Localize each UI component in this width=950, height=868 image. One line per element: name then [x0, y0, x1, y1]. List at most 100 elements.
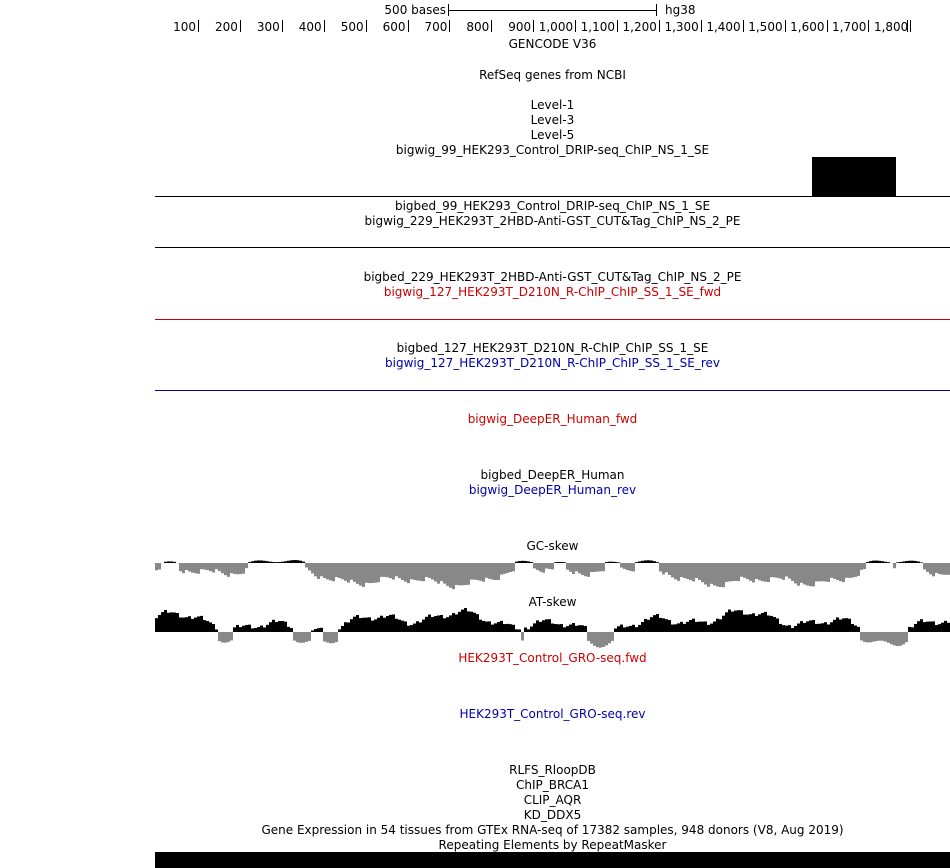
at-skew-bar — [887, 632, 890, 643]
at-skew-bar — [788, 625, 791, 632]
gc-skew-bar — [848, 563, 851, 578]
at-skew-bar — [413, 623, 416, 632]
at-skew-bar — [395, 618, 398, 632]
gc-skew-bar — [584, 563, 587, 577]
track-label-gtex[interactable]: Gene Expression in 54 tissues from GTEx … — [261, 823, 844, 837]
gc-skew-bar — [608, 561, 611, 563]
gc-skew-track[interactable] — [155, 553, 950, 593]
gc-skew-bar — [842, 563, 845, 583]
gc-skew-bar — [656, 562, 659, 563]
ruler-position-label: 800 — [466, 20, 490, 34]
gc-skew-bar — [533, 563, 536, 569]
at-skew-bar — [227, 632, 230, 642]
at-skew-track[interactable] — [155, 606, 950, 650]
at-skew-bar — [263, 627, 266, 632]
gc-skew-bar — [284, 561, 287, 563]
gc-skew-bar — [389, 563, 392, 579]
at-skew-bar — [731, 611, 734, 632]
gc-skew-bar — [905, 561, 908, 563]
track-label-gro-fwd[interactable]: HEK293T_Control_GRO-seq.fwd — [458, 651, 647, 665]
at-skew-bar — [206, 620, 209, 632]
track-label-deeper-fwd[interactable]: bigwig_DeepER_Human_fwd — [467, 412, 638, 426]
gc-skew-bar — [422, 563, 425, 582]
at-skew-bar — [617, 626, 620, 632]
at-skew-bar — [890, 632, 893, 645]
gc-skew-bar — [629, 563, 632, 571]
gc-skew-bar — [557, 562, 560, 563]
track-label-level3[interactable]: Level-3 — [530, 113, 575, 127]
track-label-rchip-fwd[interactable]: bigwig_127_HEK293T_D210N_R-ChIP_ChIP_SS_… — [383, 285, 722, 299]
at-skew-bar — [776, 618, 779, 632]
track-label-gencode[interactable]: GENCODE V36 — [508, 37, 597, 51]
at-skew-bar — [785, 625, 788, 632]
scale-bar-right-tick — [656, 4, 657, 16]
at-skew-bar — [323, 632, 326, 642]
at-skew-bar — [545, 619, 548, 632]
track-label-chip-brca1[interactable]: ChIP_BRCA1 — [516, 778, 589, 792]
ruler-tick — [407, 20, 409, 32]
ruler-tick — [700, 20, 702, 32]
at-skew-bar — [821, 623, 824, 632]
gc-skew-bar — [404, 563, 407, 582]
at-skew-bar — [566, 626, 569, 632]
scale-bar — [448, 10, 656, 11]
track-label-gro-rev[interactable]: HEK293T_Control_GRO-seq.rev — [459, 707, 646, 721]
gc-skew-bar — [491, 563, 494, 580]
gc-skew-bar — [428, 563, 431, 579]
track-label-cut-bigwig[interactable]: bigwig_229_HEK293T_2HBD-Anti-GST_CUT&Tag… — [364, 214, 741, 228]
gc-skew-bar — [500, 563, 503, 575]
track-label-level5[interactable]: Level-5 — [530, 128, 575, 142]
at-skew-bar — [743, 614, 746, 632]
track-label-deeper-rev[interactable]: bigwig_DeepER_Human_rev — [468, 483, 637, 497]
gc-skew-bar — [674, 563, 677, 580]
track-label-deeper-bigbed[interactable]: bigbed_DeepER_Human — [480, 468, 625, 482]
at-skew-bar — [170, 612, 173, 632]
track-label-cut-bigbed[interactable]: bigbed_229_HEK293T_2HBD-Anti-GST_CUT&Tag… — [363, 270, 742, 284]
gc-skew-bar — [815, 563, 818, 582]
track-label-gc-skew[interactable]: GC-skew — [526, 539, 579, 553]
gc-skew-bar — [326, 563, 329, 580]
gc-skew-bar — [863, 563, 866, 570]
track-label-refseq[interactable]: RefSeq genes from NCBI — [479, 68, 626, 82]
track-label-repeatmasker[interactable]: Repeating Elements by RepeatMasker — [438, 838, 667, 852]
track-label-drip-bigwig[interactable]: bigwig_99_HEK293_Control_DRIP-seq_ChIP_N… — [395, 143, 710, 157]
at-skew-bar — [392, 614, 395, 632]
gc-skew-bar — [527, 561, 530, 563]
gc-skew-bar — [521, 560, 524, 563]
rchip-rev-baseline — [155, 390, 950, 391]
gc-skew-bar — [197, 563, 200, 574]
gc-skew-bar — [230, 563, 233, 574]
track-label-rchip-rev[interactable]: bigwig_127_HEK293T_D210N_R-ChIP_ChIP_SS_… — [385, 356, 720, 370]
track-label-level1[interactable]: Level-1 — [530, 98, 575, 112]
at-skew-bar — [401, 620, 404, 632]
at-skew-bar — [461, 609, 464, 632]
gc-skew-bar — [344, 563, 347, 581]
at-skew-bar — [350, 619, 353, 632]
at-skew-bar — [764, 611, 767, 632]
at-skew-bar — [311, 630, 314, 632]
gc-skew-bar — [914, 560, 917, 563]
gc-skew-bar — [341, 563, 344, 580]
repeatmasker-bar[interactable] — [155, 852, 950, 868]
track-label-drip-bigbed[interactable]: bigbed_99_HEK293_Control_DRIP-seq_ChIP_N… — [394, 199, 711, 213]
ruler-tick — [198, 20, 199, 32]
at-skew-bar — [629, 625, 632, 632]
gc-skew-bar — [599, 563, 602, 572]
at-skew-bar — [590, 632, 593, 644]
track-label-rchip-bigbed[interactable]: bigbed_127_HEK293T_D210N_R-ChIP_ChIP_SS_… — [396, 341, 709, 355]
at-skew-bar — [521, 632, 524, 641]
gc-skew-bar — [494, 563, 497, 581]
gc-skew-bar — [485, 563, 488, 578]
at-skew-bar — [410, 625, 413, 632]
track-label-rlfs[interactable]: RLFS_RloopDB — [509, 763, 596, 777]
at-skew-bar — [884, 632, 887, 642]
gc-skew-bar — [620, 563, 623, 568]
track-label-clip-aqr[interactable]: CLIP_AQR — [523, 793, 582, 807]
track-label-kd-ddx5[interactable]: KD_DDX5 — [523, 808, 582, 822]
gc-skew-bar — [737, 563, 740, 582]
at-skew-bar — [203, 620, 206, 632]
at-skew-bar — [632, 624, 635, 632]
track-label-at-skew[interactable]: AT-skew — [528, 595, 577, 609]
drip-signal-block[interactable] — [812, 157, 896, 196]
